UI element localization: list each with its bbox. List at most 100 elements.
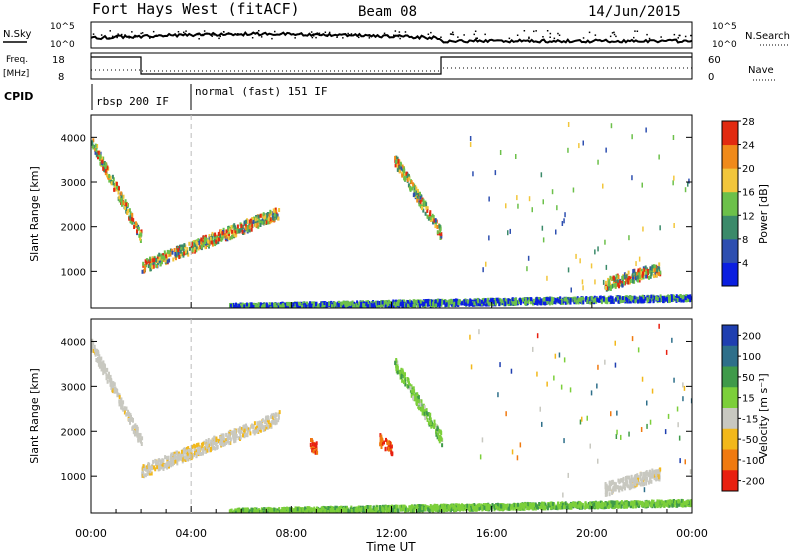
velocity-cell-f1	[167, 462, 170, 467]
power-cell-f0	[99, 154, 102, 159]
power-cell-sparse	[507, 230, 509, 236]
velocity-cell-f6	[671, 499, 674, 504]
power-cell-f4	[271, 302, 274, 307]
power-cell-f1	[262, 212, 265, 217]
power-cell-f4	[456, 301, 458, 306]
power-cell-f4	[552, 297, 555, 302]
noise-search-point	[673, 33, 676, 36]
velocity-cell-f0	[120, 400, 123, 404]
power-cell-f0	[136, 227, 139, 232]
power-cell-f1	[179, 252, 182, 257]
velocity-cell-f1	[228, 441, 231, 446]
power-cell-sparse	[602, 183, 604, 189]
power-cell-f3	[614, 283, 617, 287]
power-cell-f4	[495, 297, 498, 302]
velocity-cell-f5	[605, 492, 608, 497]
power-cell-f1	[186, 250, 189, 255]
noise-search-point	[549, 36, 551, 38]
velocity-cell-f1	[234, 429, 237, 434]
velocity-cell-f1	[206, 448, 209, 453]
power-cell-f0	[120, 195, 123, 200]
velocity-cell-f1	[162, 467, 165, 471]
noise-search-point	[546, 30, 549, 32]
noise-search-point	[553, 37, 556, 40]
power-cell-f4	[339, 301, 342, 306]
noise-search-point	[368, 37, 371, 39]
power-cell-f1	[259, 223, 262, 227]
velocity-cell-f1	[239, 426, 241, 431]
power-cell-f0	[118, 195, 121, 200]
power-cell-f1	[208, 240, 211, 245]
power-cell-f1	[211, 231, 214, 236]
power-cell-f1	[158, 259, 161, 264]
power-cell-f4	[614, 297, 617, 302]
power-cell-f1	[155, 263, 158, 268]
power-cell-sparse	[567, 267, 570, 273]
nave-tick-bottom: 0	[708, 72, 714, 83]
velocity-cell-f4	[413, 397, 416, 402]
power-cell-f3	[634, 271, 637, 276]
power-cell-f4	[263, 303, 266, 308]
power-cell-f1	[158, 252, 161, 257]
power-cell-f1	[180, 244, 183, 249]
power-cell-f4	[413, 299, 416, 304]
power-cell-f4	[308, 303, 311, 308]
velocity-cell-f5	[608, 492, 611, 497]
power-cell-f2	[413, 189, 416, 194]
noise-search-point	[155, 34, 157, 37]
power-cell-f1	[256, 222, 259, 227]
velocity-cell-f5	[647, 473, 650, 478]
power-cell-f4	[438, 301, 441, 305]
power-cell-f1	[167, 253, 170, 258]
velocity-cell-f1	[233, 429, 236, 434]
power-cell-f4	[584, 297, 587, 302]
velocity-cell-f2	[311, 448, 314, 453]
velocity-cell-f5	[626, 475, 629, 480]
power-cell-f2	[422, 198, 425, 203]
velocity-cell-f6	[587, 502, 590, 506]
velocity-cell-f0	[108, 376, 111, 381]
power-cell-f4	[494, 301, 497, 306]
power-cell-f1	[178, 255, 181, 259]
power-cell-f0	[99, 151, 102, 156]
power-cell-f3	[646, 268, 649, 273]
velocity-cell-f1	[194, 451, 196, 456]
power-cell-sparse	[672, 180, 674, 186]
power-cell-f4	[285, 302, 288, 307]
velocity-cell-f0	[136, 432, 139, 437]
noise-search-point	[475, 37, 477, 39]
power-cell-f4	[277, 305, 280, 308]
power-cell-f2	[412, 182, 415, 187]
power-y-tick-label: 4000	[61, 133, 86, 144]
velocity-cell-f5	[642, 472, 645, 476]
noise-search-point	[131, 31, 133, 33]
power-cell-f4	[376, 303, 379, 308]
power-cell-f4	[235, 306, 238, 308]
power-cell-f0	[111, 174, 114, 179]
power-cell-f3	[635, 272, 638, 276]
power-cell-f2	[403, 173, 406, 178]
velocity-cell-f1	[160, 465, 163, 470]
power-cell-f1	[228, 228, 231, 233]
power-cell-f0	[109, 175, 112, 180]
power-cell-f2	[396, 167, 399, 172]
freq-tick-top: 18	[52, 55, 65, 66]
power-cell-f1	[222, 227, 225, 232]
power-cell-f4	[317, 303, 320, 308]
power-cell-f4	[511, 301, 514, 306]
power-cell-f2	[408, 176, 411, 181]
power-cell-f3	[623, 272, 626, 277]
power-cell-f1	[230, 225, 233, 230]
noise-search-point	[258, 30, 260, 32]
velocity-cell-f4	[422, 408, 425, 413]
power-cell-f1	[272, 208, 275, 213]
velocity-cell-f3	[379, 441, 382, 445]
power-cell-f1	[257, 217, 259, 222]
power-cell-f4	[367, 304, 370, 308]
power-cell-f4	[518, 299, 520, 304]
noise-trace	[90, 30, 693, 44]
velocity-cell-f4	[404, 382, 407, 387]
power-cell-f0	[104, 168, 107, 173]
power-cell-f1	[193, 245, 196, 250]
